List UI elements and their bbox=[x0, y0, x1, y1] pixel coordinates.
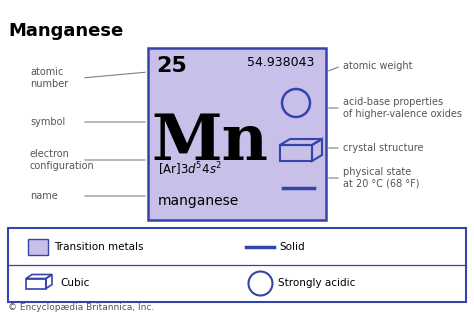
Text: 25: 25 bbox=[156, 56, 187, 76]
Text: acid-base properties
of higher-valence oxides: acid-base properties of higher-valence o… bbox=[343, 97, 462, 119]
Text: © Encyclopædia Britannica, Inc.: © Encyclopædia Britannica, Inc. bbox=[8, 303, 154, 312]
Text: Solid: Solid bbox=[280, 241, 305, 252]
Text: Strongly acidic: Strongly acidic bbox=[279, 278, 356, 289]
Text: crystal structure: crystal structure bbox=[343, 143, 423, 153]
Text: manganese: manganese bbox=[158, 194, 239, 208]
Text: symbol: symbol bbox=[30, 117, 65, 127]
Text: atomic
number: atomic number bbox=[30, 67, 68, 89]
Text: electron
configuration: electron configuration bbox=[30, 149, 95, 171]
Text: Cubic: Cubic bbox=[60, 278, 90, 289]
Text: Mn: Mn bbox=[152, 112, 268, 173]
Bar bbox=[148, 48, 326, 220]
Bar bbox=[8, 228, 466, 302]
Bar bbox=[28, 239, 48, 254]
Text: Transition metals: Transition metals bbox=[54, 241, 144, 252]
Text: name: name bbox=[30, 191, 58, 201]
Text: $[\mathrm{Ar}]3d^54s^2$: $[\mathrm{Ar}]3d^54s^2$ bbox=[158, 161, 222, 178]
Text: physical state
at 20 °C (68 °F): physical state at 20 °C (68 °F) bbox=[343, 167, 419, 189]
Text: Manganese: Manganese bbox=[8, 22, 123, 40]
Circle shape bbox=[248, 271, 273, 295]
Text: 54.938043: 54.938043 bbox=[247, 56, 314, 69]
Text: atomic weight: atomic weight bbox=[343, 61, 412, 71]
Circle shape bbox=[282, 89, 310, 117]
